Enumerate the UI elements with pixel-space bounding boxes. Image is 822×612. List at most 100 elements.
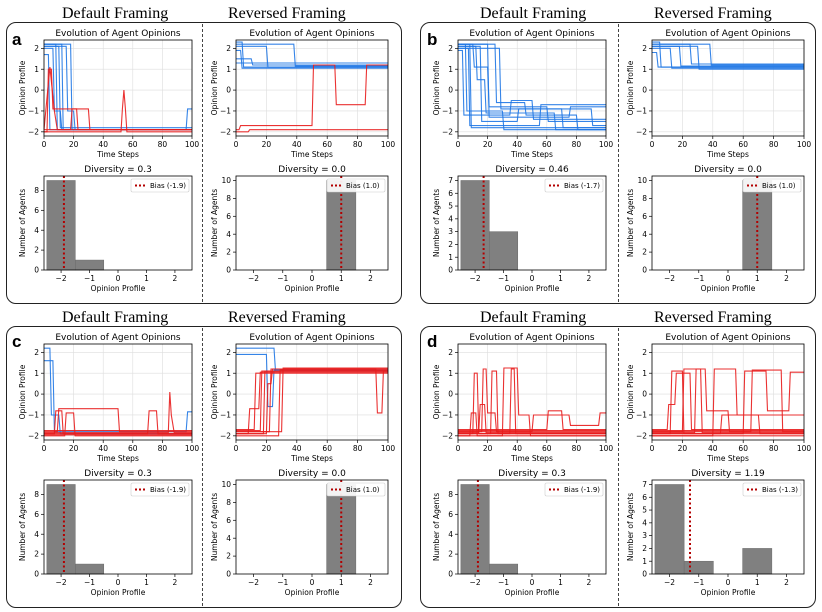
y-tick-label: 1 bbox=[448, 369, 453, 378]
y-axis-label: Opinion Profile bbox=[210, 60, 219, 115]
y-tick-label: 2 bbox=[226, 552, 231, 561]
histogram-bar bbox=[742, 180, 773, 271]
histogram-bar bbox=[326, 180, 357, 271]
series-line-red bbox=[44, 410, 192, 435]
x-tick-label: 0 bbox=[530, 274, 535, 283]
chart-title: Evolution of Agent Opinions bbox=[249, 333, 375, 343]
y-axis-label: Number of Agents bbox=[626, 189, 635, 257]
y-tick-label: 0 bbox=[448, 390, 453, 399]
y-tick-label: 1 bbox=[34, 369, 39, 378]
x-tick-label: 1 bbox=[144, 578, 149, 587]
x-axis-label: Time Steps bbox=[510, 454, 553, 463]
histogram-bar bbox=[742, 548, 773, 575]
series-line-blue bbox=[458, 45, 606, 129]
plot-frame bbox=[43, 175, 193, 271]
series-line-blue bbox=[458, 43, 606, 129]
series-line-red bbox=[652, 368, 804, 433]
x-tick-label: 0 bbox=[650, 444, 655, 453]
chart-title: Evolution of Agent Opinions bbox=[665, 333, 791, 343]
y-tick-label: 2 bbox=[642, 44, 647, 53]
series-line-blue bbox=[236, 43, 388, 67]
x-tick-label: 1 bbox=[558, 274, 563, 283]
y-tick-label: 0 bbox=[226, 390, 231, 399]
panel-c-label: c bbox=[12, 332, 22, 351]
plot-frame bbox=[235, 479, 389, 575]
legend-label: Bias (1.0) bbox=[346, 182, 380, 190]
x-tick-label: 1 bbox=[755, 578, 760, 587]
y-tick-label: 0 bbox=[34, 86, 39, 95]
histogram-bar bbox=[489, 563, 519, 575]
x-tick-label: 40 bbox=[292, 444, 302, 453]
y-tick-label: 4 bbox=[34, 530, 39, 539]
plot-frame bbox=[457, 479, 607, 575]
y-axis-label: Opinion Profile bbox=[18, 60, 27, 115]
y-axis-label: Opinion Profile bbox=[432, 60, 441, 115]
x-tick-label: −2 bbox=[248, 578, 259, 587]
x-axis-label: Time Steps bbox=[510, 150, 553, 159]
y-tick-label: −2 bbox=[220, 127, 231, 136]
y-tick-label: 4 bbox=[642, 230, 647, 239]
x-tick-label: −1 bbox=[84, 578, 95, 587]
panel-a-divider bbox=[202, 24, 203, 302]
chart-title: Diversity = 0.3 bbox=[84, 165, 152, 175]
y-tick-label: −1 bbox=[636, 411, 647, 420]
x-tick-label: 40 bbox=[708, 140, 718, 149]
series-line-blue bbox=[236, 58, 388, 66]
series-line-blue bbox=[236, 49, 388, 69]
y-tick-label: −1 bbox=[28, 411, 39, 420]
series-line-red bbox=[236, 372, 388, 431]
x-tick-label: −1 bbox=[693, 274, 704, 283]
y-tick-label: 2 bbox=[448, 550, 453, 559]
series-line-blue bbox=[458, 45, 606, 131]
x-axis-label: Time Steps bbox=[290, 454, 333, 463]
panel-b-reversed-title: Reversed Framing bbox=[654, 5, 772, 22]
plot-frame bbox=[43, 343, 193, 441]
panel-c-default-title: Default Framing bbox=[62, 309, 169, 326]
y-tick-label: 8 bbox=[34, 186, 39, 195]
panel-a-default-title: Default Framing bbox=[62, 5, 169, 22]
x-tick-label: 2 bbox=[368, 578, 373, 587]
legend-label: Bias (-1.9) bbox=[150, 486, 186, 494]
x-tick-label: 0 bbox=[310, 274, 315, 283]
legend-label: Bias (-1.3) bbox=[762, 486, 798, 494]
series-line-blue bbox=[458, 49, 606, 120]
y-tick-label: 2 bbox=[642, 248, 647, 257]
y-tick-label: 2 bbox=[448, 44, 453, 53]
series-line-red bbox=[458, 370, 606, 435]
y-tick-label: 6 bbox=[642, 212, 647, 221]
panel-a-label: a bbox=[12, 30, 22, 49]
plot-frame bbox=[457, 175, 607, 271]
x-tick-label: 0 bbox=[42, 444, 47, 453]
y-tick-label: 1 bbox=[34, 65, 39, 74]
series-line-red bbox=[44, 391, 192, 434]
panel-c-reversed-title: Reversed Framing bbox=[228, 309, 346, 326]
series-line-red bbox=[43, 67, 192, 131]
x-tick-label: 0 bbox=[456, 444, 461, 453]
y-tick-label: 10 bbox=[221, 176, 231, 185]
chart-d-reversed-hist: Diversity = 1.19 −2 −1 0 1 2 0 1 2 3 4 5 6 7 Opinion P… bbox=[626, 469, 805, 597]
series-line-red bbox=[236, 368, 388, 435]
y-tick-label: −2 bbox=[636, 127, 647, 136]
chart-title: Evolution of Agent Opinions bbox=[665, 29, 791, 39]
y-axis-label: Number of Agents bbox=[210, 493, 219, 561]
y-tick-label: 8 bbox=[226, 498, 231, 507]
y-tick-label: −1 bbox=[220, 411, 231, 420]
legend-label: Bias (-1.9) bbox=[564, 486, 600, 494]
y-axis-label: Number of Agents bbox=[626, 493, 635, 561]
legend-label: Bias (1.0) bbox=[346, 486, 380, 494]
series-line-red bbox=[236, 371, 388, 435]
x-tick-label: 1 bbox=[144, 274, 149, 283]
y-tick-label: 8 bbox=[226, 194, 231, 203]
y-tick-label: 0 bbox=[34, 570, 39, 579]
y-tick-label: 0 bbox=[34, 390, 39, 399]
x-tick-label: 60 bbox=[322, 444, 332, 453]
x-tick-label: 60 bbox=[542, 140, 552, 149]
legend-box bbox=[742, 178, 802, 193]
series-line-red bbox=[44, 412, 192, 437]
x-tick-label: 0 bbox=[234, 140, 239, 149]
x-axis-label: Opinion Profile bbox=[285, 284, 340, 293]
y-axis-label: Number of Agents bbox=[432, 493, 441, 561]
y-tick-label: −2 bbox=[442, 431, 453, 440]
y-tick-label: 4 bbox=[34, 226, 39, 235]
series-line-blue bbox=[652, 45, 804, 67]
